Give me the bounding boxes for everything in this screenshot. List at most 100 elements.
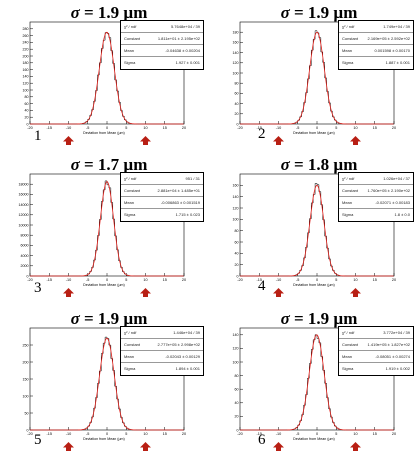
y-tick-label: 0: [27, 122, 29, 126]
constant-value: 2.881e+04 ± 1.485e+01: [157, 188, 200, 193]
gaussian-fit-curve: [30, 31, 184, 125]
x-axis-label: Deviation from Mean (µm): [83, 131, 125, 135]
y-tick-label: 20: [235, 263, 239, 267]
y-tick-label: 16000: [19, 193, 29, 197]
x-tick-label: 5: [125, 432, 127, 436]
x-tick-label: 0: [316, 432, 318, 436]
sigma-fit-value: 1.894 ± 0.001: [175, 366, 200, 371]
sigma-value: = 1.9 µm: [289, 309, 358, 328]
x-tick-label: -15: [257, 432, 263, 436]
y-tick-label: 60: [235, 388, 239, 392]
chi2-label: χ² / ndf: [342, 24, 355, 29]
threshold-arrow-icon: [140, 288, 151, 297]
y-tick-label: 120: [233, 61, 239, 65]
chi2-label: χ² / ndf: [124, 24, 137, 29]
x-tick-label: -20: [27, 432, 33, 436]
threshold-arrow-icon: [273, 288, 284, 297]
sigma-value: = 1.8 µm: [289, 155, 358, 174]
chi2-value: 1.026e+04 / 37: [383, 176, 410, 181]
constant-value: 2.777e+05 ± 2.998e+02: [157, 342, 200, 347]
mean-label: Mean: [342, 200, 353, 205]
x-tick-label: -20: [27, 126, 33, 130]
x-tick-label: -5: [296, 126, 299, 130]
x-tick-label: -5: [86, 126, 89, 130]
histogram-panel-5: σ = 1.9 µm 0 50 100 150 200 250 -20 -15 -10 -5 0 5 1…: [16, 310, 204, 460]
mean-value: -0.04638 ± 0.00204: [165, 48, 200, 53]
histogram-panel-6: σ = 1.9 µm 0 20 40 60 80 100 120 140 -20 -15 -10 -5…: [226, 309, 414, 460]
panel-number: 1: [34, 128, 42, 144]
x-tick-label: -15: [47, 278, 53, 282]
x-tick-label: -15: [47, 432, 53, 436]
y-tick-label: 200: [23, 360, 29, 364]
y-tick-label: 280: [23, 27, 29, 31]
y-tick-label: 180: [23, 61, 29, 65]
x-tick-label: 10: [143, 432, 147, 436]
x-tick-label: -10: [66, 278, 72, 282]
constant-label: Constant: [124, 36, 141, 41]
gaussian-fit-curve: [240, 184, 394, 277]
histogram-panel-1: σ = 1.9 µm 0 20 40 60 80 100 120 140 160 180 200 22…: [16, 3, 204, 154]
mean-label: Mean: [342, 354, 353, 359]
x-tick-label: -20: [237, 432, 243, 436]
sigma-label: Sigma: [342, 366, 354, 371]
sigma-symbol: σ: [70, 3, 80, 22]
x-tick-label: 15: [373, 432, 377, 436]
x-tick-label: -5: [296, 432, 299, 436]
panel-number: 6: [258, 432, 266, 448]
chi2-label: χ² / ndf: [342, 176, 355, 181]
sigma-fit-value: 1.887 ± 0.001: [385, 60, 410, 65]
fit-stats-box: χ² / ndf 1.026e+04 / 37 Constant 1.760e+05…: [338, 172, 414, 222]
x-tick-label: 20: [392, 126, 396, 130]
sigma-fit-value: 1.927 ± 0.001: [175, 60, 200, 65]
x-tick-label: 0: [106, 278, 108, 282]
constant-value: 1.811e+01 ± 2.195e+02: [157, 36, 200, 41]
y-tick-label: 20: [235, 415, 239, 419]
y-tick-label: 240: [23, 41, 29, 45]
x-tick-label: 5: [335, 432, 337, 436]
y-tick-label: 100: [23, 394, 29, 398]
y-tick-label: 2000: [21, 264, 29, 268]
constant-value: 2.169e+05 ± 2.592e+02: [367, 36, 410, 41]
fit-stats-box: χ² / ndf 1.446e+04 / 39 Constant 2.777e+05…: [120, 326, 204, 376]
y-tick-label: 140: [233, 51, 239, 55]
sigma-value: = 1.9 µm: [79, 309, 148, 328]
constant-value: 1.419e+05 ± 1.827e+02: [367, 342, 410, 347]
constant-label: Constant: [342, 36, 359, 41]
x-axis-label: Deviation from Mean (µm): [293, 437, 335, 441]
y-tick-label: 100: [23, 88, 29, 92]
constant-label: Constant: [342, 188, 359, 193]
x-tick-label: 15: [163, 126, 167, 130]
chi2-value: 1.446e+04 / 39: [173, 330, 200, 335]
x-tick-label: 5: [335, 126, 337, 130]
y-tick-label: 0: [237, 122, 239, 126]
chi2-label: χ² / ndf: [124, 330, 137, 335]
fit-stats-box: χ² / ndf 1.749e+04 / 39 Constant 2.169e+05…: [338, 20, 414, 70]
panel-title: σ = 1.9 µm: [34, 310, 184, 328]
mean-value: -0.02043 ± 0.00129: [165, 354, 200, 359]
chi2-label: χ² / ndf: [124, 176, 137, 181]
y-tick-label: 60: [235, 240, 239, 244]
x-tick-label: -20: [237, 126, 243, 130]
threshold-arrow-icon: [63, 136, 74, 145]
sigma-label: Sigma: [124, 212, 136, 217]
y-tick-label: 18000: [19, 183, 29, 187]
y-tick-label: 40: [235, 252, 239, 256]
threshold-arrow-icon: [63, 442, 74, 451]
sigma-symbol: σ: [70, 309, 80, 328]
gaussian-fit-curve: [30, 181, 184, 277]
x-tick-label: 0: [316, 278, 318, 282]
x-tick-label: -10: [276, 432, 282, 436]
sigma-symbol: σ: [280, 3, 290, 22]
panel-title: σ = 1.8 µm: [244, 156, 394, 174]
y-tick-label: 160: [233, 41, 239, 45]
x-tick-label: 10: [143, 278, 147, 282]
x-axis-label: Deviation from Mean (µm): [293, 283, 335, 287]
constant-value: 1.760e+05 ± 2.190e+02: [367, 188, 410, 193]
fit-stats-box: χ² / ndf 951 / 31 Constant 2.881e+04 ± 1.4…: [120, 172, 204, 222]
x-tick-label: 0: [106, 432, 108, 436]
mean-label: Mean: [124, 200, 135, 205]
x-tick-label: -15: [47, 126, 53, 130]
x-tick-label: 5: [335, 278, 337, 282]
x-tick-label: 15: [373, 126, 377, 130]
threshold-arrow-icon: [350, 288, 361, 297]
